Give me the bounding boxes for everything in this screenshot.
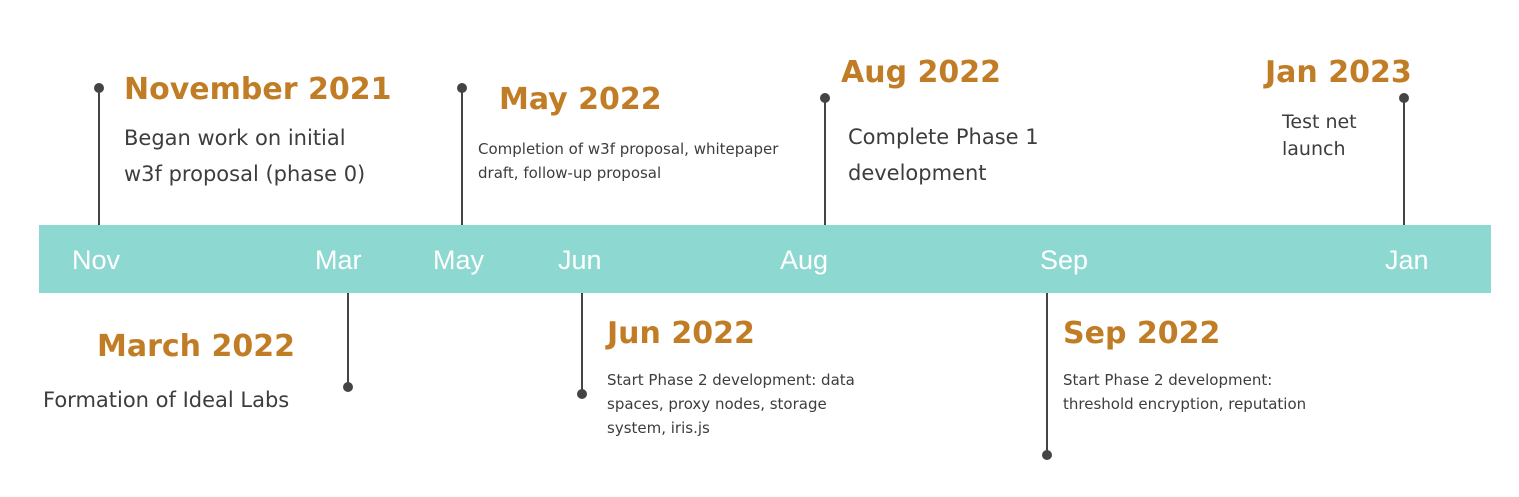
event-stem-nov-2021 [98,88,100,225]
month-label-aug: Aug [780,245,829,275]
event-date-may-2022: May 2022 [499,82,662,117]
event-description-aug-2022: Complete Phase 1 development [848,125,1039,185]
event-marker-nov-2021 [94,83,104,93]
event-stem-may-2022 [461,88,463,225]
event-date-sep-2022: Sep 2022 [1063,316,1221,351]
month-label-jan: Jan [1385,245,1429,275]
event-description-sep-2022: Start Phase 2 development: threshold enc… [1063,371,1307,413]
event-marker-may-2022 [457,83,467,93]
event-marker-jan-2023 [1399,93,1409,103]
event-description-nov-2021: Began work on initial w3f proposal (phas… [124,126,366,186]
event-date-nov-2021: November 2021 [124,72,392,107]
timeline-band [39,225,1491,293]
event-stem-aug-2022 [824,98,826,225]
event-date-jan-2023: Jan 2023 [1265,55,1412,90]
event-marker-jun-2022 [577,389,587,399]
event-date-jun-2022: Jun 2022 [607,316,755,351]
month-label-jun: Jun [558,245,602,275]
event-stem-mar-2022 [347,293,349,387]
event-marker-aug-2022 [820,93,830,103]
event-description-may-2022: Completion of w3f proposal, whitepaper d… [478,140,779,182]
event-marker-sep-2022 [1042,450,1052,460]
month-label-mar: Mar [315,245,362,275]
event-date-mar-2022: March 2022 [97,329,295,364]
month-label-sep: Sep [1040,245,1089,275]
event-date-aug-2022: Aug 2022 [841,55,1001,90]
event-marker-mar-2022 [343,382,353,392]
event-stem-jun-2022 [581,293,583,394]
month-label-nov: Nov [72,245,121,275]
event-description-mar-2022: Formation of Ideal Labs [43,388,290,412]
event-description-jan-2023: Test net launch [1282,111,1357,160]
month-label-may: May [433,245,485,275]
event-stem-sep-2022 [1046,293,1048,455]
event-stem-jan-2023 [1403,98,1405,225]
event-description-jun-2022: Start Phase 2 development: data spaces, … [607,371,855,437]
